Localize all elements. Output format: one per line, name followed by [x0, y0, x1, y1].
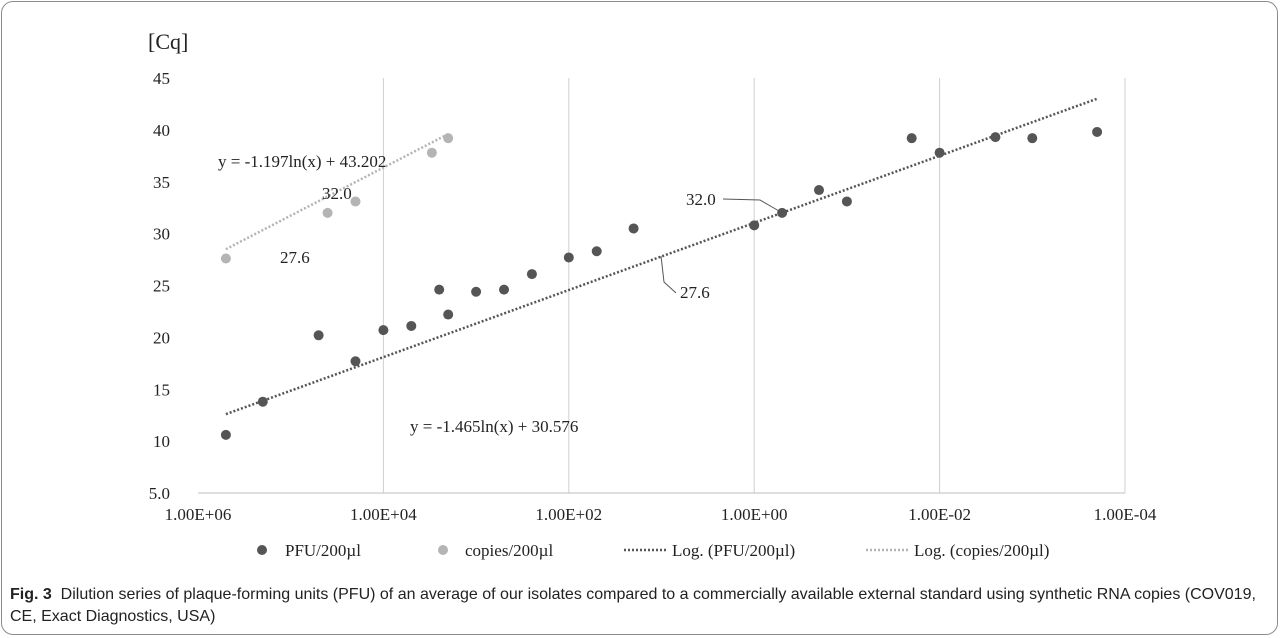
legend-label-pfu: PFU/200µl: [285, 541, 361, 560]
equation-copies: y = -1.197ln(x) + 43.202: [218, 152, 386, 171]
x-tick-label: 1.00E+04: [350, 505, 417, 524]
x-tick-label: 1.00E+00: [721, 505, 788, 524]
point-pfu: [1027, 133, 1038, 144]
point-pfu: [813, 185, 824, 196]
point-pfu: [841, 196, 852, 207]
y-tick-label: 45: [153, 69, 170, 88]
point-pfu: [257, 396, 268, 407]
point-copies: [322, 207, 333, 218]
chart: 1.00E+06 1.00E+04 1.00E+02 1.00E+00 1.00E-02…: [148, 29, 1157, 560]
y-tick-label: 40: [153, 121, 170, 140]
point-pfu: [220, 429, 231, 440]
point-copies: [220, 253, 231, 264]
point-copies: [443, 133, 454, 144]
point-pfu: [313, 330, 324, 341]
trendlines: [225, 97, 1098, 416]
point-pfu: [526, 269, 537, 280]
y-tick-label: 25: [153, 277, 170, 296]
y-tick-label: 30: [153, 225, 170, 244]
legend-label-log-copies: Log. (copies/200µl): [914, 541, 1049, 560]
point-pfu: [777, 207, 788, 218]
point-pfu: [591, 246, 602, 257]
legend: PFU/200µl copies/200µl Log. (PFU/200µl) …: [257, 541, 1049, 560]
y-axis-title: [Cq]: [148, 29, 188, 54]
x-tick-label: 1.00E+02: [535, 505, 602, 524]
x-tick-label: 1.00E-02: [908, 505, 971, 524]
point-pfu: [350, 356, 361, 367]
point-pfu: [990, 132, 1001, 143]
y-tick-label: 15: [153, 380, 170, 399]
point-pfu: [749, 220, 760, 231]
point-pfu: [499, 284, 510, 295]
label-pfu-32: 32.0: [686, 190, 716, 209]
point-pfu: [563, 252, 574, 263]
annotations: [Cq] y = -1.197ln(x) + 43.202 y = -1.465…: [148, 29, 780, 436]
point-pfu: [406, 320, 417, 331]
y-tick-label: 10: [153, 432, 170, 451]
leader-line-pfu-32: [722, 198, 780, 212]
point-pfu: [471, 286, 482, 297]
trendline-pfu: [225, 97, 1098, 416]
data-points: [220, 126, 1103, 440]
point-pfu: [934, 147, 945, 158]
x-tick-label: 1.00E+06: [165, 505, 232, 524]
point-pfu: [378, 325, 389, 336]
point-pfu: [434, 284, 445, 295]
equation-pfu: y = -1.465ln(x) + 30.576: [410, 417, 578, 436]
grid-lines: [382, 78, 1126, 493]
point-pfu: [906, 133, 917, 144]
point-pfu: [628, 223, 639, 234]
figure-caption-text: Dilution series of plaque-forming units …: [10, 586, 1256, 625]
point-pfu: [1092, 126, 1103, 137]
legend-label-copies: copies/200µl: [465, 541, 553, 560]
axes: 1.00E+06 1.00E+04 1.00E+02 1.00E+00 1.00E-02…: [149, 69, 1157, 524]
figure-label: Fig. 3: [10, 586, 52, 603]
figure-caption: Fig. 3 Dilution series of plaque-forming…: [10, 584, 1270, 628]
y-tick-label: 5.0: [149, 484, 170, 503]
y-tick-label: 20: [153, 328, 170, 347]
point-copies: [426, 147, 437, 158]
label-pfu-27: 27.6: [680, 283, 710, 302]
legend-marker-copies: [438, 545, 448, 555]
point-copies: [350, 196, 361, 207]
label-copies-32: 32.0: [322, 184, 352, 203]
x-tick-label: 1.00E-04: [1094, 505, 1157, 524]
label-copies-27: 27.6: [280, 248, 310, 267]
legend-marker-pfu: [257, 545, 267, 555]
point-pfu: [443, 309, 454, 320]
y-tick-label: 35: [153, 173, 170, 192]
leader-line-pfu-27: [660, 255, 677, 294]
trendline-copies: [225, 132, 449, 251]
legend-label-log-pfu: Log. (PFU/200µl): [672, 541, 795, 560]
